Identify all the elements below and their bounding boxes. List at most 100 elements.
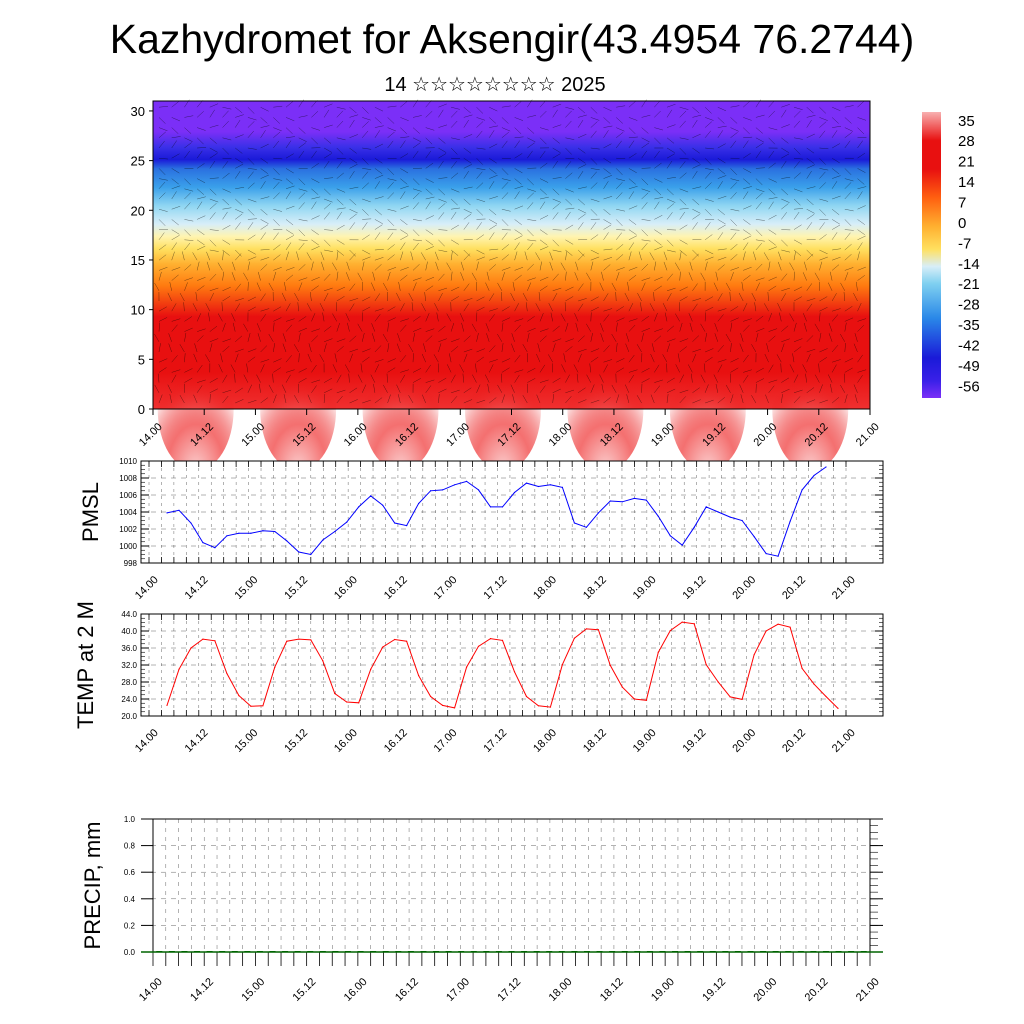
y-axis-label: PMSL — [78, 482, 103, 542]
temp-point — [453, 707, 456, 709]
colorbar-label: -42 — [958, 337, 980, 354]
temp-point — [609, 664, 611, 667]
colorbar-label: 21 — [958, 154, 975, 171]
x-tick-label: 15.12 — [282, 574, 310, 602]
pmsl-point — [477, 489, 480, 491]
x-tick-label: 18.00 — [531, 574, 559, 602]
x-tick-label: 19.12 — [681, 574, 709, 602]
pmsl-line — [166, 466, 827, 557]
colorbar-label: 0 — [958, 215, 966, 232]
x-tick-label: 21.00 — [854, 976, 882, 1004]
temp-point — [489, 638, 492, 640]
y-tick-label: 20.0 — [121, 712, 137, 721]
colorbar-label: 28 — [958, 133, 975, 150]
pmsl-point — [621, 501, 623, 503]
plot-area — [141, 819, 883, 952]
pmsl-point — [418, 502, 420, 505]
x-tick-label: 19.00 — [631, 574, 659, 602]
x-tick-label: 18.00 — [531, 727, 559, 755]
temp-point — [573, 637, 575, 639]
x-tick-label: 16.12 — [382, 727, 410, 755]
x-tick-label: 16.00 — [332, 574, 360, 602]
temp-point — [621, 686, 623, 688]
pmsl-point — [489, 506, 492, 508]
pmsl-point — [334, 530, 336, 533]
pmsl-point — [382, 504, 384, 506]
pmsl-point — [609, 500, 611, 502]
x-tick-label: 14.00 — [133, 574, 161, 602]
pmsl-point — [693, 526, 695, 528]
temp-point — [370, 668, 372, 670]
pmsl-point — [777, 555, 779, 557]
y-tick-label: 32.0 — [121, 661, 137, 670]
temp-point — [286, 640, 288, 642]
pmsl-point — [310, 553, 312, 556]
temp-point — [334, 692, 336, 695]
y-axis-label: PRECIP, mm — [80, 822, 105, 950]
temp-panel: 20.0 24.0 28.0 32.0 36.0 40.0 44.0 14.00 14.12 15… — [73, 601, 884, 755]
temp-point — [178, 668, 180, 670]
y-tick-label: 998 — [124, 559, 138, 568]
x-tick-label: 20.00 — [730, 727, 758, 755]
pmsl-point — [801, 489, 803, 491]
temp-point — [477, 645, 480, 647]
x-tick-label: 19.00 — [649, 976, 677, 1004]
x-tick-label: 15.12 — [282, 727, 310, 755]
x-tick-label: 15.00 — [232, 574, 260, 602]
temp-point — [382, 646, 384, 648]
x-tick-label: 17.00 — [432, 727, 460, 755]
pmsl-point — [430, 490, 432, 492]
y-tick-label: 1002 — [119, 525, 137, 534]
pmsl-point — [370, 495, 372, 497]
y-tick-label: 5 — [138, 352, 145, 367]
chart-title: Kazhydromet for Aksengir(43.4954 76.2744… — [109, 16, 915, 62]
y-tick-label: 15 — [131, 253, 145, 268]
y-tick-label: 10 — [131, 303, 145, 318]
y-tick-label: 44.0 — [121, 610, 137, 619]
colorbar-label: -35 — [958, 317, 980, 334]
x-tick-label: 15.00 — [239, 976, 267, 1004]
x-tick-label: 14.00 — [137, 976, 165, 1004]
colorbar-label: -21 — [958, 276, 980, 293]
pmsl-point — [238, 532, 240, 534]
pmsl-point — [813, 474, 815, 477]
temp-point — [250, 705, 252, 707]
temp-point — [226, 672, 228, 675]
temp-point — [681, 621, 683, 623]
y-tick-label: 1000 — [119, 542, 137, 551]
temp-point — [430, 695, 432, 698]
colorbar-label: -28 — [958, 297, 980, 314]
x-tick-label: 16.00 — [342, 976, 370, 1004]
colorbar-label: 14 — [958, 174, 975, 191]
pmsl-point — [585, 526, 587, 528]
y-tick-label: 30 — [131, 104, 145, 119]
y-tick-label: 1006 — [119, 491, 137, 500]
y-tick-label: 0.2 — [124, 921, 136, 930]
temp-point — [717, 681, 719, 683]
y-tick-label: 36.0 — [121, 644, 137, 653]
x-tick-label: 18.00 — [547, 976, 575, 1004]
temp-point — [298, 638, 300, 640]
pmsl-point — [274, 530, 276, 533]
x-tick-label: 20.12 — [803, 976, 831, 1004]
temp-point — [262, 705, 264, 707]
temp-point — [190, 647, 192, 649]
temp-point — [441, 704, 444, 706]
temp-point — [166, 704, 168, 706]
temp-point — [801, 667, 803, 670]
x-tick-label: 19.00 — [631, 727, 659, 755]
temp-point — [813, 683, 815, 685]
pmsl-point — [190, 522, 192, 524]
pmsl-point — [573, 522, 575, 524]
pmsl-point — [286, 540, 288, 542]
colorbar-label: -14 — [958, 256, 980, 273]
temp-point — [202, 638, 204, 640]
x-tick-label: 17.12 — [481, 727, 509, 755]
x-tick-label: 21.00 — [830, 574, 858, 602]
chart-subtitle: 14 ☆☆☆☆☆☆☆☆ 2025 — [384, 74, 606, 96]
y-tick-label: 28.0 — [121, 678, 137, 687]
pmsl-point — [202, 542, 204, 544]
temp-point — [549, 706, 552, 708]
pmsl-point — [513, 491, 516, 494]
